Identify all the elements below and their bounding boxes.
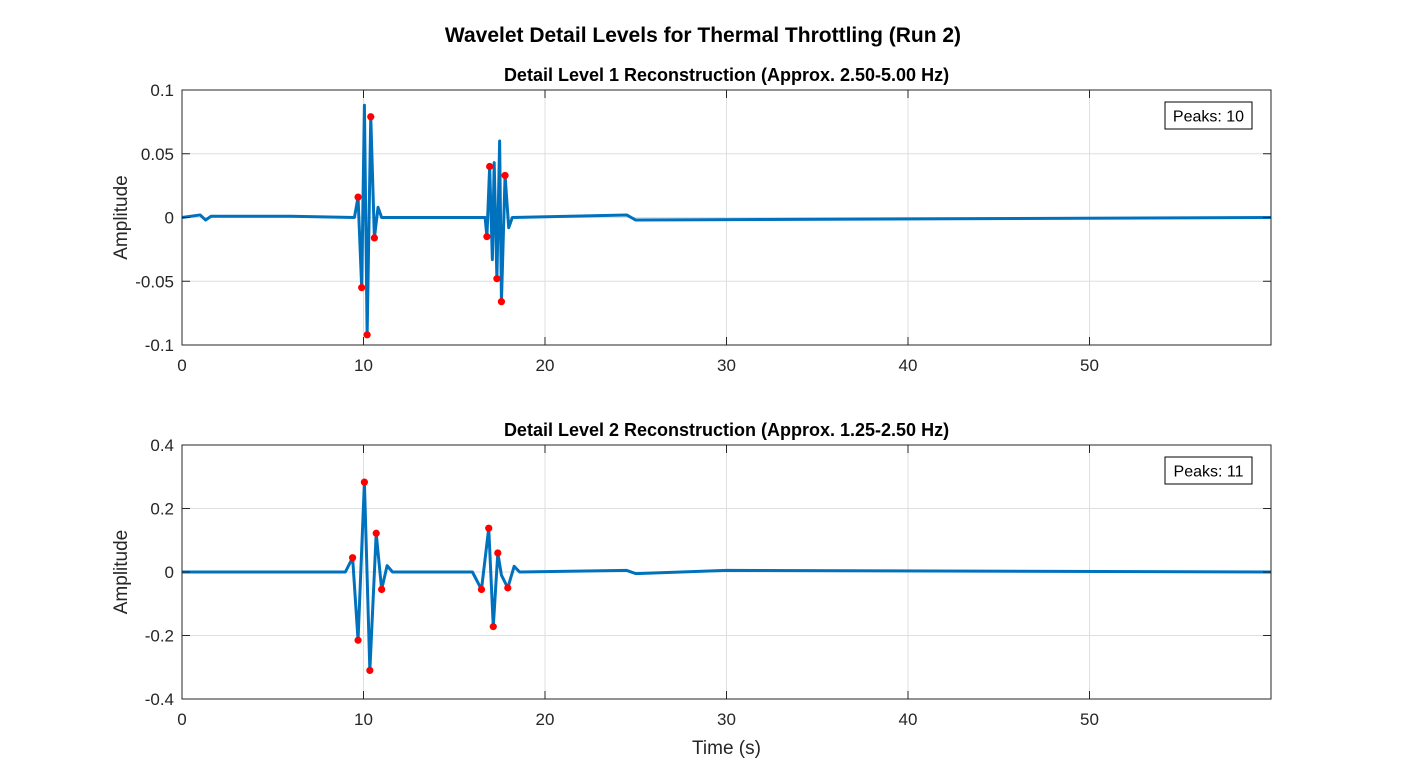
peak-count-box [1164,456,1253,485]
peak-marker [354,193,362,201]
peak-marker [372,529,380,537]
peak-marker [477,585,486,594]
x-tick-label: 20 [536,710,555,729]
y-tick-label: 0.4 [150,436,174,455]
peak-marker [360,478,369,486]
peak-marker [354,636,362,644]
x-tick-label: 40 [899,710,918,729]
peak-marker [370,234,378,242]
peak-marker [504,584,512,592]
y-tick-label: -0.4 [145,690,174,709]
axes-title: Detail Level 2 Reconstruction (Approx. 1… [504,420,949,440]
peak-marker [485,524,493,532]
axes-title: Detail Level 1 Reconstruction (Approx. 2… [504,65,949,85]
peak-marker [486,162,494,171]
peak-marker [378,585,386,594]
peak-marker [494,549,502,557]
y-tick-label: 0.2 [150,500,174,519]
peak-marker [489,623,497,631]
x-tick-label: 10 [354,356,373,375]
peak-marker [349,554,357,562]
peak-marker [358,284,366,292]
y-tick-label: -0.05 [135,272,174,291]
x-tick-label: 0 [177,356,186,375]
y-tick-label: 0 [165,209,174,228]
peak-marker [363,331,371,339]
y-axis-label: Amplitude [111,530,132,615]
peak-count-label: Peaks: 10 [1173,109,1244,126]
x-tick-label: 20 [536,356,555,375]
y-tick-label: -0.1 [145,336,174,355]
peak-marker [501,171,509,180]
x-tick-label: 50 [1080,710,1099,729]
x-tick-label: 0 [177,710,186,729]
peak-marker [366,666,374,675]
x-tick-label: 40 [899,356,918,375]
x-axis-label: Time (s) [692,738,761,759]
y-tick-label: 0.05 [141,145,174,164]
peak-marker [367,113,375,121]
x-tick-label: 10 [354,710,373,729]
detail-level-2-axes: 0 10 20 30 40 50 -0.4 -0.2 0 0.2 0.4 Detail Level 2… [111,420,1272,759]
y-tick-label: -0.2 [145,627,174,646]
y-axis-label: Amplitude [111,175,132,260]
peak-count-label: Peaks: 11 [1174,464,1244,481]
detail-level-1-axes: 0 10 20 30 40 50 -0.1 -0.05 0 0.05 0.1 Detail Level… [111,65,1272,375]
peak-marker [497,298,506,306]
peak-marker [493,275,501,283]
x-tick-label: 30 [717,710,736,729]
peak-count-box [1164,101,1253,130]
y-tick-label: 0 [165,563,174,582]
x-tick-label: 50 [1080,356,1099,375]
y-tick-label: 0.1 [150,81,174,100]
series-line [181,103,1272,337]
x-tick-label: 30 [717,356,736,375]
figure-title: Wavelet Detail Levels for Thermal Thrott… [445,24,961,47]
peak-marker [483,233,491,241]
